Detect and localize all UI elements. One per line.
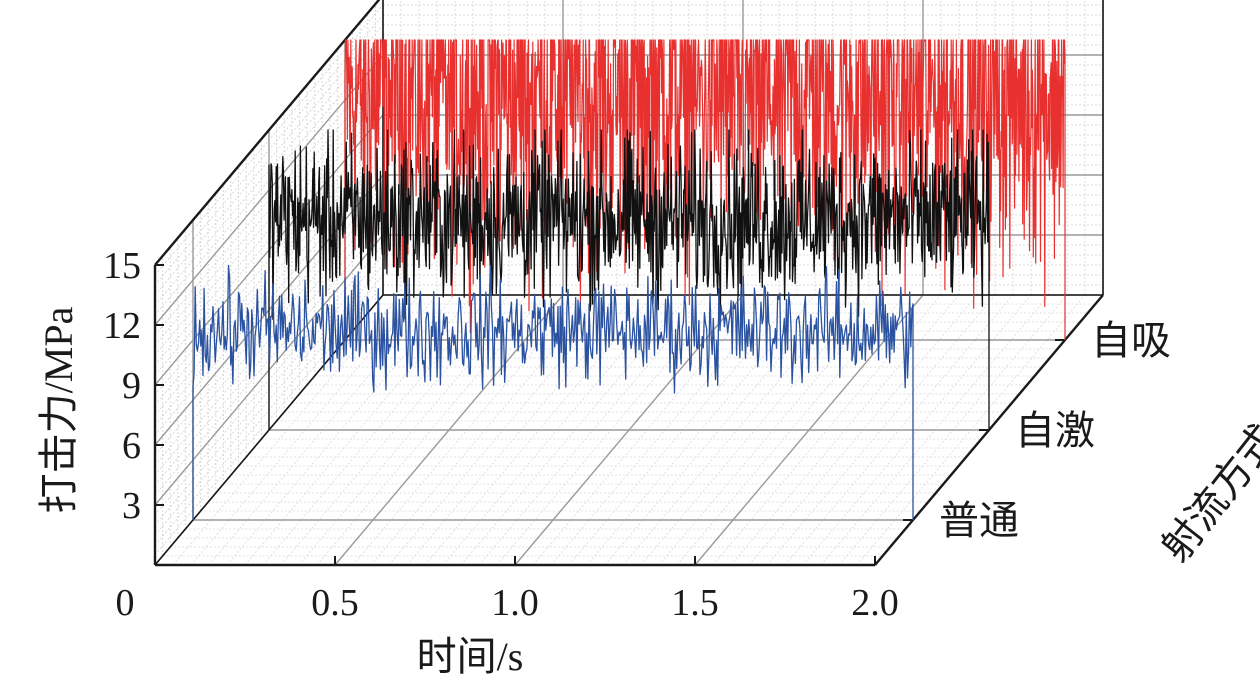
y-tick-label: 12 (103, 305, 141, 347)
y-axis-title: 打击力/MPa (36, 306, 81, 513)
y-tick-label: 9 (122, 365, 141, 407)
depth-tick-label: 自激 (1015, 408, 1095, 453)
y-tick-label: 6 (122, 425, 141, 467)
series-line-2 (268, 129, 990, 430)
x-tick-label: 2.0 (851, 582, 899, 624)
x-axis-title: 时间/s (417, 634, 524, 679)
x-tick-label: 1.5 (671, 582, 719, 624)
depth-tick-label: 自吸 (1091, 318, 1171, 363)
depth-tick-label: 普通 (939, 498, 1019, 543)
depth-axis-title: 射流方式 (1153, 416, 1260, 570)
series-line-3 (344, 39, 1066, 340)
x-tick-label: 0 (116, 582, 135, 624)
series-line-1 (192, 264, 914, 520)
y-tick-label: 3 (122, 485, 141, 527)
y-tick-label: 15 (103, 245, 141, 287)
series-layer (192, 39, 1066, 520)
x-tick-label: 0.5 (311, 582, 359, 624)
x-tick-label: 1.0 (491, 582, 539, 624)
